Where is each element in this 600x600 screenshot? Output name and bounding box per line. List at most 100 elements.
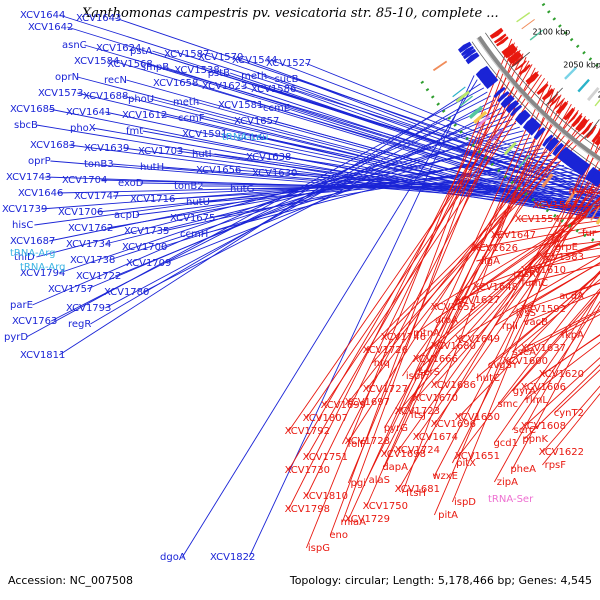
map-title: Xanthomonas campestris pv. vesicatoria s… [82, 6, 499, 21]
forward-gene-label: XCV1624 [96, 43, 141, 54]
reverse-leader-line [524, 309, 600, 349]
reverse-leader-line [506, 310, 600, 362]
reverse-gene-arrow [493, 33, 507, 44]
forward-gene-label: XCV1811 [20, 350, 65, 361]
forward-gene-label: XCV1587 [164, 49, 209, 60]
forward-gene-label: XCV1703 [138, 146, 183, 157]
reverse-gene-arrow [536, 83, 549, 95]
cog-color-band [564, 66, 577, 80]
forward-gene-arrow [522, 117, 538, 132]
reverse-gene-label: alaS [369, 475, 390, 486]
forward-gene-arrow [493, 86, 506, 98]
cog-color-band [455, 90, 470, 103]
reverse-gene-label: XCV1680 [431, 341, 476, 352]
cog-color-band [476, 114, 491, 128]
forward-gene-label: XCV1700 [122, 242, 167, 253]
reverse-gene-label: rplI [502, 321, 518, 332]
forward-gene-label: XCV1763 [12, 316, 57, 327]
forward-gene-label: oprN [55, 72, 79, 83]
forward-leader-line [163, 148, 544, 232]
reverse-leader-line [398, 183, 600, 412]
reverse-gene-label: XCV1681 [395, 484, 440, 495]
trna-reverse-label: tRNA-Ser [488, 494, 534, 505]
forward-gene-label: exoD [118, 178, 144, 189]
reverse-gene-label: fur [582, 228, 597, 239]
forward-gene-label: dgoA [160, 552, 186, 563]
reverse-leader-line [499, 288, 600, 405]
forward-leader-line [136, 161, 560, 216]
forward-leader-line [49, 108, 600, 220]
forward-gene-label: XCV1591 [182, 129, 227, 140]
reverse-gene-label: XCV1610 [521, 265, 566, 276]
forward-gene-label: XCV1538 [174, 65, 219, 76]
cog-color-band [503, 141, 517, 156]
reverse-gene-arrow [563, 107, 575, 121]
reverse-gene-label: cvgSY [488, 360, 519, 371]
reverse-gene-label: XCV1554 [515, 214, 560, 225]
reverse-gene-label: pgi [351, 478, 366, 489]
reverse-leader-line [288, 71, 539, 432]
reverse-gene-label: ftsJ [411, 410, 426, 421]
forward-gene-label: XCV1638 [246, 152, 291, 163]
reverse-gene-label: folP [348, 439, 366, 450]
reverse-gene-label: XCV1723 [395, 406, 440, 417]
reverse-gene-arrow [586, 126, 597, 139]
reverse-gene-label: mtnA [413, 328, 440, 339]
reverse-leader-line [542, 385, 600, 453]
forward-gene-label: XCV1570 [198, 52, 243, 63]
reverse-leader-line [524, 264, 600, 284]
reverse-leader-line [512, 304, 600, 470]
reverse-leader-line [518, 217, 600, 220]
reverse-leader-line [434, 157, 600, 477]
forward-gene-label: XCV1612 [122, 110, 167, 121]
forward-gene-arrow [461, 46, 475, 57]
reverse-gene-label: XCV1729 [345, 514, 390, 525]
reverse-leader-line [371, 118, 590, 364]
forward-leader-line [126, 79, 600, 212]
backbone-highlight [476, 38, 600, 163]
reverse-leader-line [476, 225, 600, 249]
forward-gene-label: phoU [128, 94, 154, 105]
forward-leader-line [203, 53, 600, 191]
forward-leader-line [49, 141, 536, 242]
kbp-tick-mark [510, 51, 530, 68]
reverse-gene-label: ligA [481, 256, 500, 267]
reverse-gene-label: pyrG [384, 423, 408, 434]
forward-gene-label: XCV1586 [251, 84, 296, 95]
forward-gene-arrow [515, 109, 529, 124]
reverse-leader-line [512, 278, 600, 353]
forward-leader-line [59, 14, 600, 188]
forward-leader-line [32, 103, 498, 306]
forward-gene-label: XCV1738 [70, 255, 115, 266]
reverse-gene-label: sseA [513, 347, 537, 358]
reverse-leader-line [524, 364, 600, 440]
reverse-gene-label: XCV1792 [285, 426, 330, 437]
reverse-gene-label: miaA [341, 517, 367, 528]
reverse-gene-label: ispD [454, 497, 476, 508]
forward-gene-label: sucB [275, 74, 299, 85]
reverse-gene-label: rlmL [526, 395, 549, 406]
reverse-gene-arrow [541, 88, 554, 101]
forward-gene-label: XCV1762 [68, 223, 113, 234]
reverse-gene-label: XCV1728 [345, 436, 390, 447]
forward-gene-arrow [500, 94, 513, 106]
reverse-leader-line [288, 60, 530, 471]
forward-gene-label: XCV1706 [58, 207, 103, 218]
reverse-gene-arrow [489, 27, 504, 39]
reverse-gene-label: XCV1750 [363, 501, 408, 512]
reverse-leader-line [512, 262, 600, 314]
forward-gene-label: oprP [28, 156, 51, 167]
forward-gene-label: XCV1683 [30, 140, 75, 151]
forward-gene-label: acpD [114, 210, 140, 221]
reverse-leader-line [434, 205, 600, 308]
forward-gene-label: hisC [12, 220, 33, 231]
reverse-leader-line [512, 291, 600, 392]
forward-gene-label: XCV1584 [74, 56, 119, 67]
reverse-gene-label: rpsF [545, 460, 567, 471]
forward-gene-label: XCV1704 [62, 175, 107, 186]
reverse-gene-label: XCV1698 [381, 449, 426, 460]
reverse-gene-label: XCV1651 [455, 451, 500, 462]
reverse-leader-line [494, 290, 600, 444]
forward-gene-arrow [505, 100, 520, 114]
